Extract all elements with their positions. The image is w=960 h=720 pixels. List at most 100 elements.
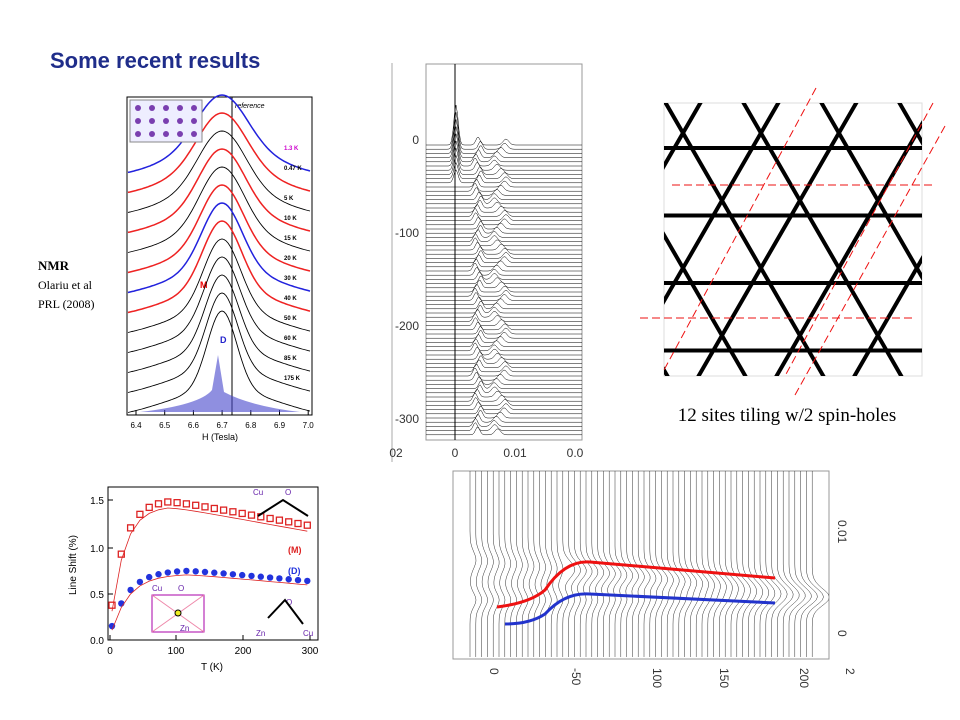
y-tick-label: 0.5: [90, 590, 104, 601]
series-m-label: (M): [288, 545, 302, 555]
x-tick-label: 02: [389, 446, 403, 460]
trace: [426, 330, 582, 339]
x-tick-label: 0.01: [503, 446, 527, 460]
trace: [426, 187, 582, 196]
marker-m: [154, 500, 163, 508]
atom-label: O: [286, 598, 292, 607]
trace: [426, 245, 582, 255]
x-tick-label: 0: [452, 446, 459, 460]
trace: [504, 471, 512, 657]
trace: [794, 471, 812, 657]
marker-d: [239, 571, 246, 579]
marker-d: [164, 569, 171, 576]
trace: [690, 471, 703, 657]
trace: [498, 471, 506, 657]
trace: [426, 376, 582, 385]
nmr-curve: [127, 94, 311, 174]
trace: [426, 317, 582, 326]
marker-d: [155, 571, 162, 578]
atom: [135, 118, 141, 124]
marker-d: [220, 570, 227, 577]
marker-m: [229, 508, 237, 516]
nmr-curve: [127, 220, 311, 314]
marker-d: [229, 571, 237, 578]
trace: [719, 471, 733, 657]
atom: [191, 105, 197, 111]
lattice-line: [822, 3, 960, 703]
marker-m: [136, 510, 144, 518]
x-axis-label: H (Tesla): [202, 432, 238, 442]
x-tick-label: 6.9: [274, 421, 286, 430]
marker-d: [294, 576, 302, 584]
trace: [426, 275, 582, 284]
trace: [516, 471, 523, 657]
trace: [426, 342, 582, 352]
trace: [426, 406, 582, 415]
caption: 12 sites tiling w/2 spin-holes: [678, 405, 897, 426]
x-tick-label: 6.4: [130, 421, 142, 430]
marker-m: [238, 509, 246, 518]
trace: [426, 321, 582, 331]
trace: [426, 199, 582, 209]
lattice-line: [374, 3, 778, 703]
trace: [724, 471, 739, 657]
y-tick-label: -300: [395, 412, 419, 426]
trace: [765, 471, 782, 657]
nmr-reference: PRL (2008): [38, 297, 95, 311]
lattice-line: [741, 103, 904, 376]
temperature-label: 85 K: [284, 356, 297, 362]
temperature-label: 40 K: [284, 296, 297, 302]
trace: [492, 471, 500, 657]
trace: [672, 471, 686, 657]
x-tick-label: 6.8: [245, 421, 257, 430]
lattice-line: [852, 255, 922, 376]
trace: [426, 313, 582, 322]
nmr-curve: [127, 130, 311, 213]
trace: [426, 271, 582, 280]
atom: [163, 118, 169, 124]
trace: [533, 471, 541, 657]
temperature-label: 50 K: [284, 316, 297, 322]
slide-title: Some recent results: [50, 48, 260, 73]
marker-m: [247, 511, 256, 519]
trace: [426, 292, 582, 301]
marker-d: [201, 568, 209, 576]
trace: [574, 471, 587, 657]
marker-m: [219, 506, 228, 514]
nmr-curve: [127, 184, 311, 274]
atom: [163, 131, 169, 137]
trace: [426, 279, 582, 289]
lattice-line: [276, 3, 680, 703]
y-tick-label: 1.5: [90, 496, 104, 507]
trace: [426, 147, 582, 171]
lattice-line: [696, 103, 859, 376]
trace: [426, 300, 582, 310]
y-tick-label: 0.0: [90, 636, 104, 647]
y-tick-label: 1.0: [90, 544, 104, 555]
trace: [426, 183, 582, 192]
trace: [426, 233, 582, 242]
atom: [177, 118, 183, 124]
trace: [748, 471, 763, 657]
lineshift-frame: [107, 486, 319, 641]
temperature-label: 30 K: [284, 276, 297, 282]
trace: [632, 471, 645, 657]
trace: [426, 191, 582, 200]
trace: [730, 471, 745, 657]
trace: [426, 346, 582, 356]
x-tick-label: 150: [717, 668, 731, 688]
atom-label: Cu: [303, 629, 313, 638]
trace: [426, 242, 582, 251]
marker-d: [276, 575, 283, 582]
trace: [585, 471, 599, 657]
marker-m: [164, 498, 172, 506]
trace: [426, 359, 582, 368]
temperature-label: 10 K: [284, 216, 297, 222]
temperature-label: 175 K: [284, 376, 301, 382]
marker-d: [304, 577, 311, 585]
lattice-line: [0, 3, 57, 703]
trace: [637, 471, 651, 657]
trace: [655, 471, 668, 657]
trace: [426, 133, 582, 163]
